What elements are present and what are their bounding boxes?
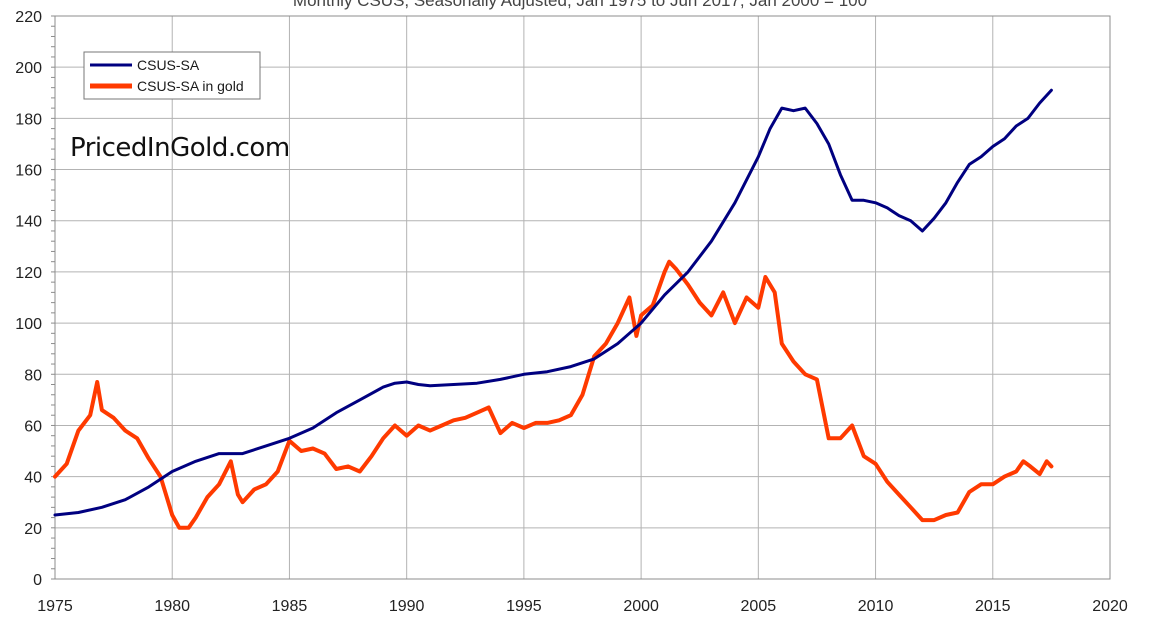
series-line-csus-sa	[53, 88, 1053, 517]
y-tick-label: 120	[15, 265, 42, 282]
gridlines	[54, 15, 1111, 580]
legend: CSUS-SA CSUS-SA in gold	[83, 51, 261, 100]
legend-box	[83, 51, 261, 100]
y-tick-label: 160	[15, 163, 42, 180]
y-tick-label: 0	[33, 572, 42, 589]
y-tick-label: 140	[15, 214, 42, 231]
x-tick-label: 2020	[1092, 598, 1128, 615]
y-tick-label: 60	[24, 418, 42, 435]
x-tick-label: 1975	[37, 598, 73, 615]
x-tick-label: 1980	[154, 598, 190, 615]
x-axis-tick-labels: 1975 1980 1985 1990 1995 2000 2005 2010 2015 2020	[37, 598, 1128, 615]
y-tick-label: 200	[15, 60, 42, 77]
legend-label-csus-sa: CSUS-SA	[137, 57, 200, 73]
x-tick-label: 2010	[858, 598, 894, 615]
plot-area	[54, 15, 1111, 580]
legend-label-csus-sa-in-gold: CSUS-SA in gold	[137, 78, 244, 94]
x-tick-label: 2000	[623, 598, 659, 615]
x-tick-label: 2015	[975, 598, 1011, 615]
y-tick-label: 40	[24, 470, 42, 487]
plot-border	[54, 15, 1111, 580]
y-tick-label: 220	[15, 9, 42, 26]
x-tick-label: 1990	[389, 598, 425, 615]
x-tick-label: 1985	[272, 598, 308, 615]
y-axis-tick-labels: 0 20 40 60 80 100 120 140 160 180 200 220	[15, 9, 42, 589]
y-tick-label: 80	[24, 367, 42, 384]
series-line-csus-sa-in-gold	[53, 259, 1054, 530]
chart-title: Monthly CSUS, Seasonally Adjusted, Jan 1…	[293, 0, 867, 10]
y-tick-label: 180	[15, 111, 42, 128]
y-tick-label: 20	[24, 521, 42, 538]
y-tick-label: 100	[15, 316, 42, 333]
x-tick-label: 1995	[506, 598, 542, 615]
series-lines	[53, 88, 1054, 530]
watermark-logo: PricedInGold.com	[70, 133, 290, 163]
x-tick-label: 2005	[741, 598, 777, 615]
y-axis-minor-ticks	[51, 15, 55, 580]
